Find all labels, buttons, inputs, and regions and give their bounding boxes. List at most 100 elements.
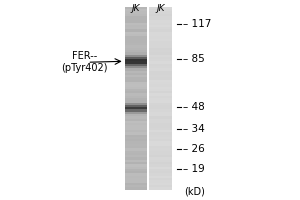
Bar <box>124 167 147 169</box>
Bar <box>149 105 172 108</box>
Bar <box>149 180 172 183</box>
Bar <box>124 61 147 64</box>
Bar <box>124 135 147 137</box>
Bar <box>124 23 147 25</box>
Bar <box>124 77 147 80</box>
Bar <box>124 112 147 114</box>
Bar <box>124 160 147 162</box>
Bar <box>149 27 172 30</box>
Bar <box>124 119 147 121</box>
Bar <box>149 139 172 142</box>
Text: – 34: – 34 <box>183 124 205 134</box>
Bar <box>149 137 172 140</box>
Bar <box>124 171 147 174</box>
Bar <box>149 148 172 151</box>
Bar <box>149 77 172 80</box>
Bar <box>124 11 147 14</box>
Bar <box>124 141 147 144</box>
Bar <box>149 98 172 101</box>
Bar <box>149 109 172 112</box>
Bar <box>124 75 147 78</box>
Bar <box>124 55 147 57</box>
Bar <box>149 18 172 21</box>
Bar <box>149 130 172 133</box>
Bar <box>124 164 147 167</box>
Bar <box>124 116 147 119</box>
Bar <box>124 137 147 140</box>
Bar <box>149 84 172 87</box>
Bar <box>149 34 172 37</box>
Bar <box>149 66 172 69</box>
Text: JK: JK <box>131 4 140 13</box>
Bar <box>124 39 147 41</box>
Bar <box>149 119 172 121</box>
Bar <box>149 114 172 117</box>
Bar <box>124 87 147 89</box>
Bar <box>124 73 147 76</box>
Bar <box>124 123 147 126</box>
Bar <box>124 125 147 128</box>
Bar <box>149 169 172 171</box>
Bar <box>124 43 147 46</box>
Bar <box>149 25 172 28</box>
Bar <box>124 109 147 112</box>
Bar <box>124 144 147 146</box>
Text: – 26: – 26 <box>183 144 205 154</box>
Bar <box>149 7 172 9</box>
Bar <box>124 130 147 133</box>
Text: – 117: – 117 <box>183 19 211 29</box>
Bar <box>124 146 147 149</box>
Bar <box>149 173 172 176</box>
Bar <box>149 68 172 71</box>
Text: – 85: – 85 <box>183 54 205 64</box>
Bar <box>149 20 172 23</box>
Bar <box>124 93 147 96</box>
Bar <box>124 162 147 165</box>
Text: (kD): (kD) <box>184 186 205 196</box>
Bar <box>124 180 147 183</box>
Bar <box>149 160 172 162</box>
Bar <box>124 20 147 23</box>
Bar <box>124 34 147 37</box>
Bar <box>124 18 147 21</box>
Bar <box>124 169 147 171</box>
Bar <box>149 52 172 55</box>
Bar <box>149 73 172 76</box>
Bar <box>149 183 172 185</box>
Bar <box>149 36 172 39</box>
Bar <box>124 41 147 44</box>
Bar <box>124 96 147 98</box>
Bar <box>149 116 172 119</box>
Bar <box>124 48 147 50</box>
Bar <box>124 155 147 158</box>
Bar <box>149 96 172 98</box>
Bar <box>149 178 172 181</box>
Bar <box>124 84 147 87</box>
Bar <box>124 80 147 82</box>
Bar <box>149 135 172 137</box>
Bar <box>124 148 147 151</box>
Bar <box>124 64 147 66</box>
Bar <box>124 132 147 135</box>
Bar <box>124 45 147 48</box>
Text: FER--: FER-- <box>72 51 97 61</box>
Bar <box>124 187 147 190</box>
Bar <box>149 167 172 169</box>
Bar <box>149 45 172 48</box>
Bar <box>124 176 147 178</box>
Bar <box>124 178 147 181</box>
Bar <box>124 157 147 160</box>
Bar <box>149 80 172 82</box>
Bar <box>149 132 172 135</box>
Text: (pTyr402): (pTyr402) <box>61 63 108 73</box>
Bar <box>149 176 172 178</box>
Bar <box>124 151 147 153</box>
Bar <box>124 57 147 60</box>
Bar <box>124 82 147 85</box>
Bar <box>124 185 147 187</box>
Bar <box>149 121 172 124</box>
Bar <box>149 185 172 187</box>
Bar <box>124 105 147 108</box>
Bar <box>149 141 172 144</box>
Bar <box>124 27 147 30</box>
